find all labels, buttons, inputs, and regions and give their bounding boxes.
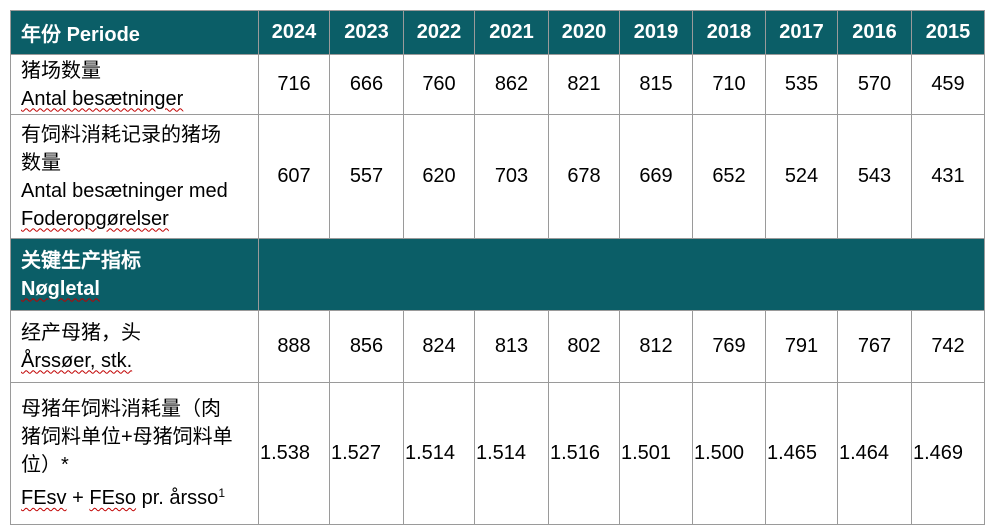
table-cell: 821: [548, 54, 620, 115]
table-cell: 1.465: [765, 382, 838, 525]
table-cell: 1.500: [692, 382, 766, 525]
section-row-key-figures: 关键生产指标 Nøgletal: [10, 238, 985, 311]
section-label-da-text: Nøgletal: [21, 277, 100, 300]
table-cell: 1.514: [474, 382, 549, 525]
row-label-zh-line: 母猪年饲料消耗量（肉: [21, 398, 221, 420]
table-cell: 767: [837, 310, 912, 383]
year-header: 2017: [765, 10, 838, 55]
table-cell: 666: [329, 54, 404, 115]
table-cell: 607: [258, 114, 330, 239]
table-cell: 812: [619, 310, 693, 383]
row-label-da: Antal besætninger: [21, 85, 258, 113]
table-cell: 524: [765, 114, 838, 239]
row-label-da-plus: +: [66, 487, 90, 509]
row-label-da-text: Foderopgørelser: [21, 207, 169, 230]
footnote-marker: 1: [218, 486, 225, 500]
row-label-da-line: Foderopgørelser: [21, 205, 258, 233]
row-label: 母猪年饲料消耗量（肉 猪饲料单位+母猪饲料单 位）* FEsv + FEso p…: [10, 382, 259, 525]
table-cell: 1.514: [403, 382, 475, 525]
table-cell: 620: [403, 114, 475, 239]
table-cell: 1.527: [329, 382, 404, 525]
table-cell: 431: [911, 114, 985, 239]
table-cell: 652: [692, 114, 766, 239]
table-cell: 716: [258, 54, 330, 115]
section-fill: [258, 238, 985, 311]
table-cell: 1.538: [258, 382, 330, 525]
table-cell: 1.469: [911, 382, 985, 525]
table-cell: 459: [911, 54, 985, 115]
header-label-da: Periode: [66, 24, 140, 46]
table-cell: 1.464: [837, 382, 912, 525]
row-label-zh-line: 数量: [21, 151, 61, 174]
table-cell: 802: [548, 310, 620, 383]
row-label-zh-line: 猪饲料单位+母猪饲料单: [21, 426, 233, 448]
row-label-da: Årssøer, stk.: [21, 347, 258, 375]
table-cell: 703: [474, 114, 549, 239]
year-header: 2020: [548, 10, 620, 55]
row-label-da-unit: FEso: [89, 487, 137, 509]
row-label-da-text: Antal besætninger: [21, 87, 184, 110]
year-header: 2021: [474, 10, 549, 55]
table-cell: 1.501: [619, 382, 693, 525]
row-label-da-rest: pr. årsso: [136, 487, 219, 509]
table-cell: 678: [548, 114, 620, 239]
section-label-zh: 关键生产指标: [21, 249, 141, 272]
row-label-da: FEsv + FEso pr. årsso1: [21, 479, 258, 512]
table-cell: 760: [403, 54, 475, 115]
table-cell: 769: [692, 310, 766, 383]
year-header: 2015: [911, 10, 985, 55]
header-label: 年份 Periode: [10, 10, 259, 55]
row-label-zh-line: 位）*: [21, 454, 69, 476]
row-label: 有饲料消耗记录的猪场 数量 Antal besætninger med Fode…: [10, 114, 259, 239]
row-label-da-text: Årssøer, stk.: [21, 349, 133, 372]
table-cell: 856: [329, 310, 404, 383]
table-cell: 669: [619, 114, 693, 239]
table-row-feed-per-sow: 母猪年饲料消耗量（肉 猪饲料单位+母猪饲料单 位）* FEsv + FEso p…: [10, 382, 985, 525]
year-header: 2019: [619, 10, 693, 55]
row-label-da-line: Antal besætninger med: [21, 179, 228, 202]
table-row-sows: 经产母猪，头 Årssøer, stk. 888 856 824 813 802…: [10, 310, 985, 383]
data-table: 年份 Periode 2024 2023 2022 2021 2020 2019…: [10, 10, 985, 525]
section-label: 关键生产指标 Nøgletal: [10, 238, 259, 311]
header-row: 年份 Periode 2024 2023 2022 2021 2020 2019…: [10, 10, 985, 55]
table-cell: 557: [329, 114, 404, 239]
table-cell: 888: [258, 310, 330, 383]
row-label-zh-line: 有饲料消耗记录的猪场: [21, 123, 221, 146]
table-row-herds-feed: 有饲料消耗记录的猪场 数量 Antal besætninger med Fode…: [10, 114, 985, 239]
year-header: 2018: [692, 10, 766, 55]
section-label-da: Nøgletal: [21, 275, 258, 303]
header-label-zh: 年份: [21, 24, 61, 46]
table-cell: 824: [403, 310, 475, 383]
table-cell: 862: [474, 54, 549, 115]
table-cell: 543: [837, 114, 912, 239]
table-cell: 1.516: [548, 382, 620, 525]
year-header: 2023: [329, 10, 404, 55]
row-label: 经产母猪，头 Årssøer, stk.: [10, 310, 259, 383]
year-header: 2016: [837, 10, 912, 55]
row-label: 猪场数量 Antal besætninger: [10, 54, 259, 115]
year-header: 2024: [258, 10, 330, 55]
table-cell: 742: [911, 310, 985, 383]
row-label-zh: 经产母猪，头: [21, 321, 141, 344]
row-label-zh: 猪场数量: [21, 59, 101, 82]
table-cell: 815: [619, 54, 693, 115]
table-cell: 535: [765, 54, 838, 115]
row-label-da-unit: FEsv: [21, 487, 67, 509]
table-cell: 791: [765, 310, 838, 383]
table-cell: 570: [837, 54, 912, 115]
table-cell: 710: [692, 54, 766, 115]
table-cell: 813: [474, 310, 549, 383]
table-row-herds: 猪场数量 Antal besætninger 716 666 760 862 8…: [10, 54, 985, 115]
year-header: 2022: [403, 10, 475, 55]
